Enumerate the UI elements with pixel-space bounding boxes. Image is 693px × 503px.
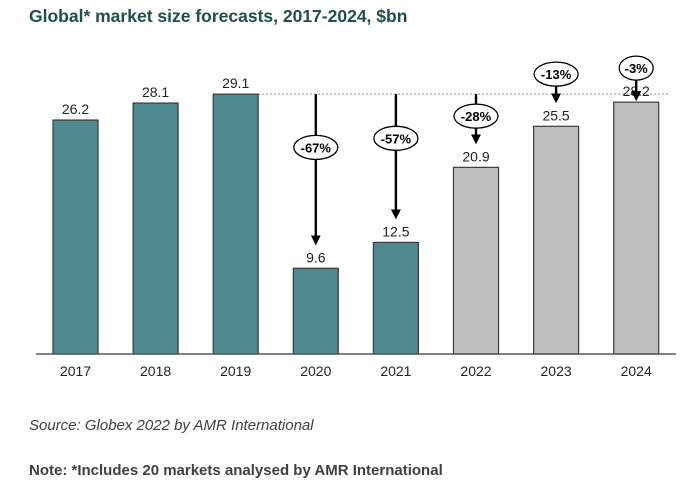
bar-2020 <box>292 267 339 355</box>
x-tick-label-2024: 2024 <box>621 363 652 379</box>
change-label-2023: -13% <box>541 67 572 82</box>
bar-2022 <box>452 166 500 355</box>
change-label-2020: -67% <box>301 140 332 155</box>
change-label-2024: -3% <box>625 61 649 76</box>
change-label-2021: -57% <box>381 131 412 146</box>
data-label-2019: 29.1 <box>222 75 249 91</box>
x-tick-label-2020: 2020 <box>300 363 331 379</box>
source-text: Source: Globex 2022 by AMR International <box>29 417 314 434</box>
change-badge-2023 <box>533 61 579 87</box>
change-badge-2021 <box>373 125 419 151</box>
bar-chart: 26.228.129.19.612.520.925.528.2 20172018… <box>36 55 676 379</box>
bar-2023 <box>532 125 580 355</box>
note-text: Note: *Includes 20 markets analysed by A… <box>29 462 443 479</box>
change-label-2022: -28% <box>461 109 492 124</box>
change-badge-2024 <box>618 55 654 81</box>
x-tick-label-2017: 2017 <box>60 363 91 379</box>
x-tick-label-2021: 2021 <box>380 363 411 379</box>
data-label-2018: 28.1 <box>142 84 169 100</box>
x-tick-label-2018: 2018 <box>140 363 171 379</box>
data-label-2021: 12.5 <box>382 223 409 239</box>
x-tick-label-2023: 2023 <box>541 363 572 379</box>
x-tick-label-2022: 2022 <box>460 363 491 379</box>
data-label-2020: 9.6 <box>306 249 326 265</box>
data-label-2023: 25.5 <box>542 107 569 123</box>
bar-2018 <box>132 102 179 355</box>
change-badge-2020 <box>293 134 339 161</box>
bar-2021 <box>372 241 419 355</box>
data-label-2022: 20.9 <box>462 148 489 164</box>
chart-title: Global* market size forecasts, 2017-2024… <box>29 6 408 26</box>
change-badge-2022 <box>453 103 499 129</box>
data-label-2017: 26.2 <box>62 101 89 117</box>
bar-2017 <box>52 119 99 355</box>
x-tick-label-2019: 2019 <box>220 363 251 379</box>
bar-2024 <box>613 101 660 355</box>
bar-2019 <box>212 93 259 355</box>
